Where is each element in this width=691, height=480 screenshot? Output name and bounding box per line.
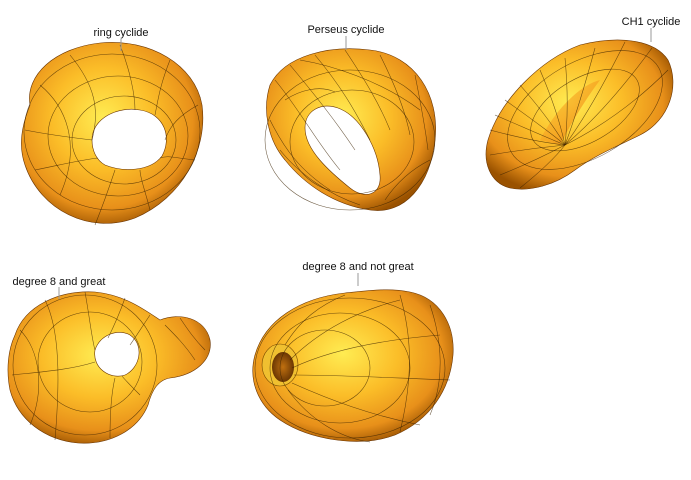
perseus-cyclide-mesh (264, 49, 436, 211)
degree-8-not-great-label: degree 8 and not great (302, 261, 413, 273)
perseus-cyclide-label: Perseus cyclide (307, 24, 384, 36)
degree-8-great-surface (7, 291, 211, 444)
degree-8-not-great-mesh (254, 294, 451, 443)
ch1-cyclide-mesh (489, 41, 669, 189)
degree-8-great-mesh (11, 291, 206, 441)
ring-cyclide-mesh (23, 44, 201, 226)
ring-cyclide-label: ring cyclide (93, 27, 148, 39)
ring-cyclide-surface (21, 42, 204, 226)
degree-8-not-great-surface (252, 289, 454, 443)
degree-8-great-label: degree 8 and great (13, 276, 106, 288)
ch1-cyclide-surface (485, 39, 674, 190)
ch1-cyclide-label: CH1 cyclide (622, 16, 681, 28)
perseus-cyclide-surface (264, 48, 436, 211)
